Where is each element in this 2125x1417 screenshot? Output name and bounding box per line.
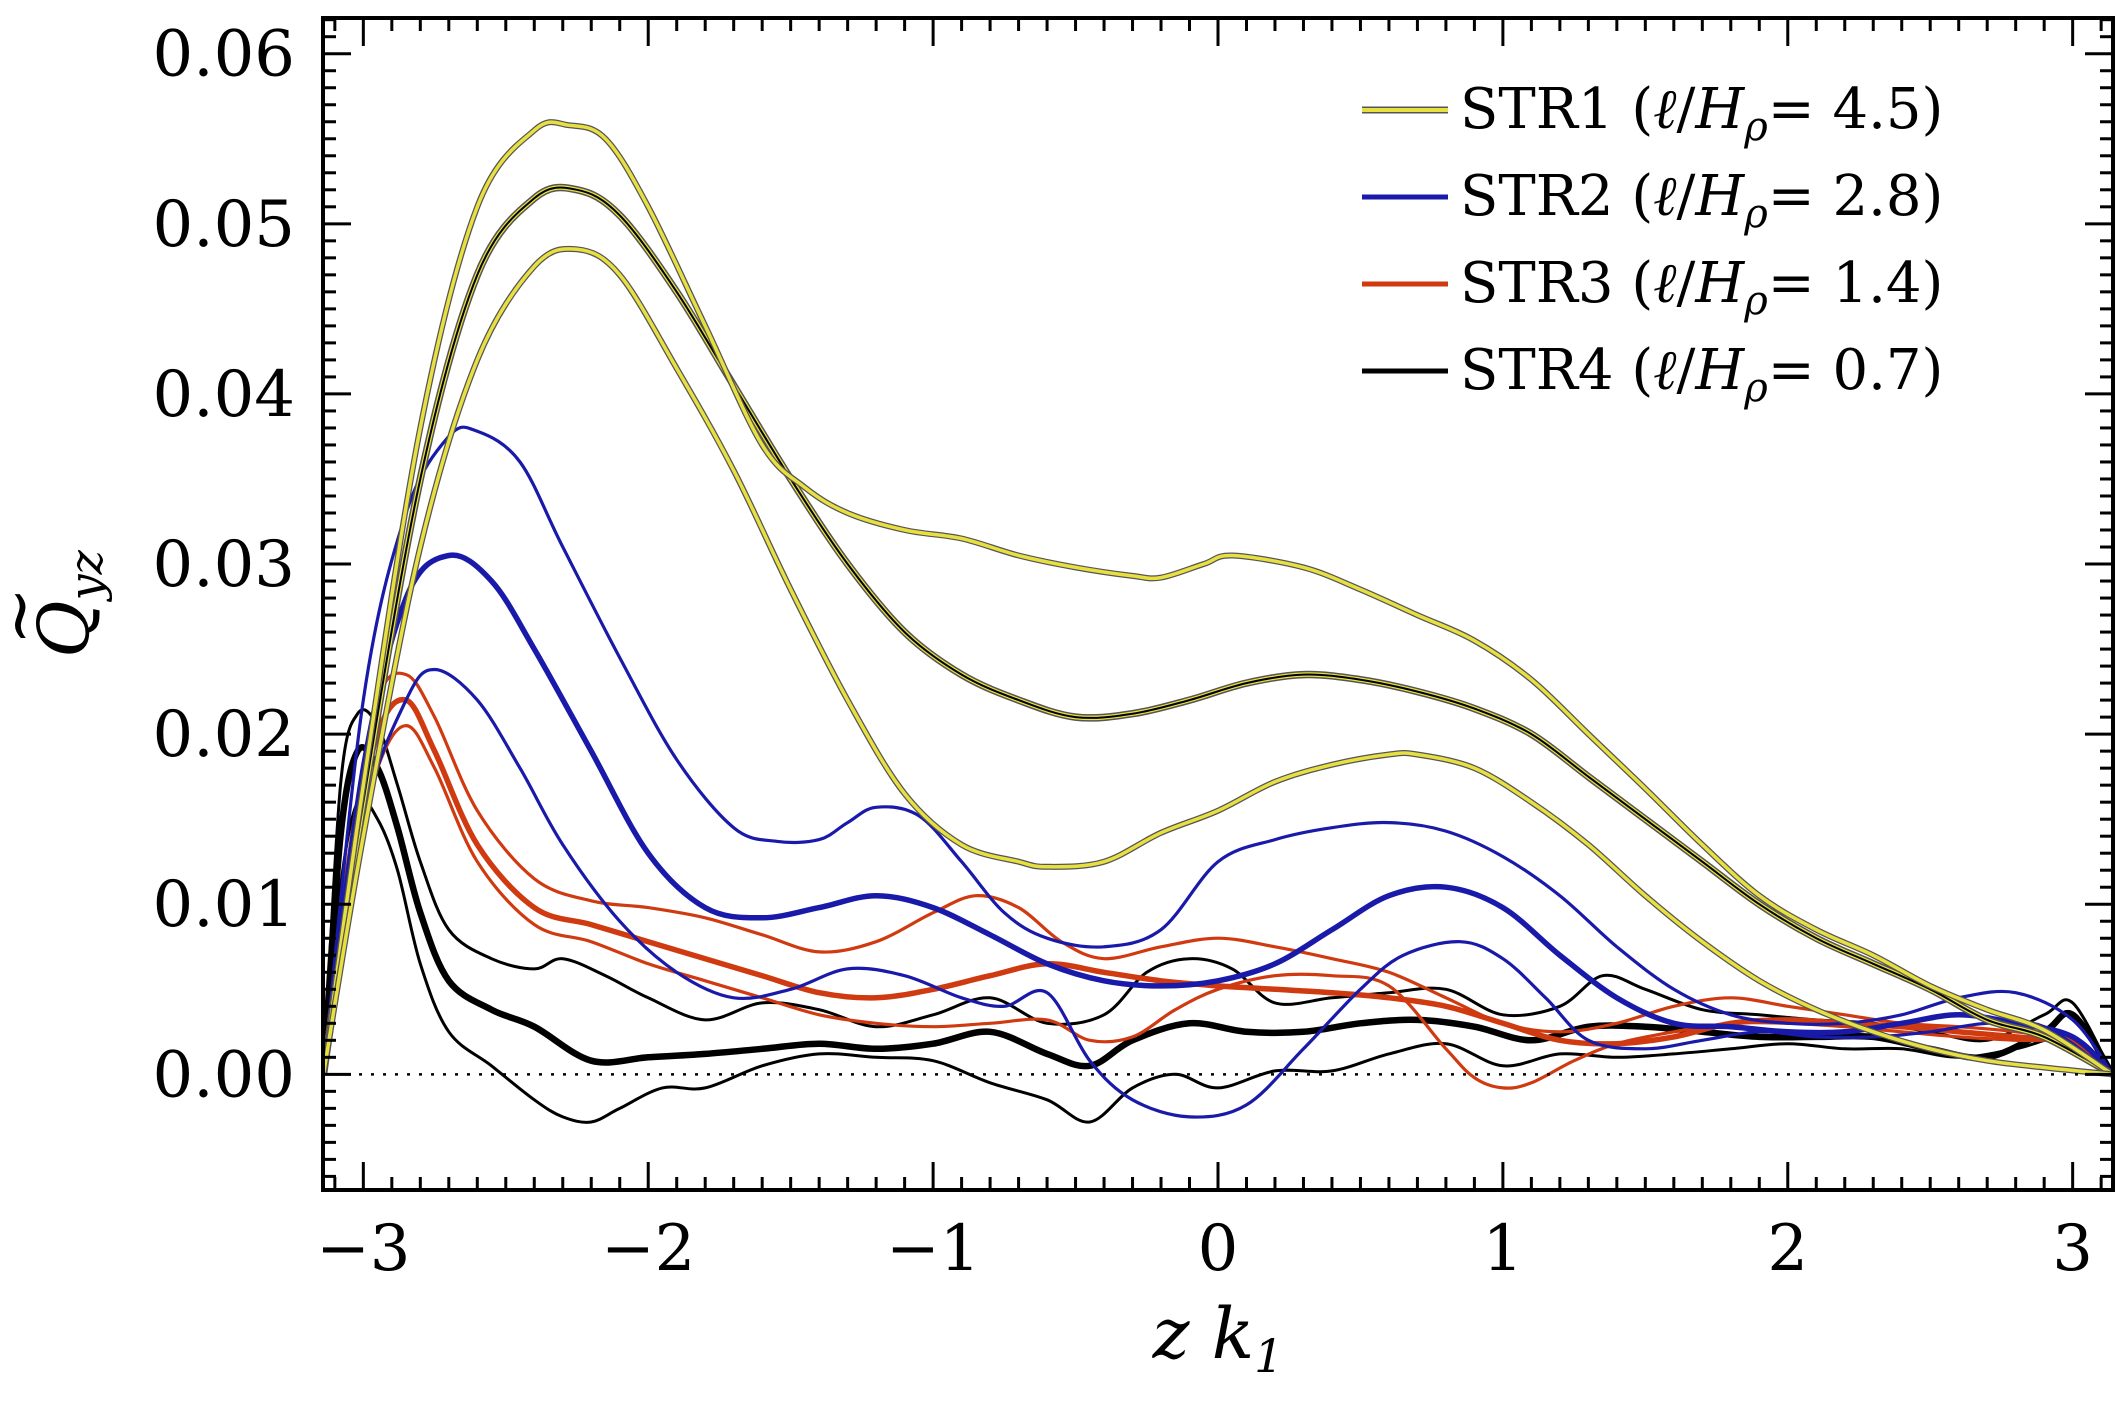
legend-ell: ℓ [1653,338,1677,403]
x-tick-label: 1 [1483,1212,1524,1286]
series-str4-upper [323,708,2113,1076]
legend-equals: = [1768,164,1833,229]
legend-H: H [1694,251,1745,316]
y-tick-label: 0.03 [153,528,296,602]
tick-labels: −3 −2 −1 0 1 2 3 0.00 0.01 0.02 0.03 0.04 0.05 0.06 [153,18,2094,1286]
y-axis-label-accent: ~ [0,587,59,646]
legend-rho: ρ [1743,278,1768,324]
legend-series-name: STR4 [1460,338,1614,403]
y-axis-label-main: Q [23,600,105,657]
legend-paren-close: ) [1922,77,1944,142]
series-str2-upper [323,425,2113,1076]
legend-paren-close: ) [1922,338,1944,403]
legend-value: 4.5 [1832,77,1921,142]
x-tick-label: −1 [886,1212,980,1286]
y-tick-label: 0.02 [153,698,296,772]
legend-paren-close: ) [1922,164,1944,229]
legend-paren-open: ( [1614,77,1654,142]
series-str1-mean-core [323,186,2113,1076]
axis-ticks [323,18,2113,1190]
series-str2-lower [323,667,2113,1119]
legend-value: 2.8 [1832,164,1921,229]
y-tick-label: 0.00 [153,1038,296,1112]
x-axis-label-subscript: 1 [1254,1329,1283,1383]
legend-label: STR1 (ℓ/Hρ= 4.5) [1460,77,1943,150]
x-tick-label: 0 [1198,1212,1239,1286]
legend-value: 0.7 [1832,338,1921,403]
series-str1-lower [323,245,2113,1078]
y-tick-label: 0.04 [153,358,296,432]
legend-entry-str3: STR3 (ℓ/Hρ= 1.4) [1362,251,1943,324]
x-tick-label: 2 [1767,1212,1808,1286]
legend-series-name: STR2 [1460,164,1614,229]
legend-label: STR4 (ℓ/Hρ= 0.7) [1460,338,1943,411]
legend-paren-open: ( [1614,338,1654,403]
legend-rho: ρ [1743,104,1768,150]
legend-equals: = [1768,77,1833,142]
y-tick-label: 0.01 [153,868,296,942]
series-str1-upper [323,119,2113,1077]
series-str3-upper [323,671,2113,1076]
series-str2-upper-line [323,425,2113,1076]
x-tick-label: −2 [601,1212,695,1286]
legend-entry-str2: STR2 (ℓ/Hρ= 2.8) [1362,164,1943,237]
series-str2-lower-line [323,667,2113,1119]
legend-slash: / [1677,164,1696,229]
legend-H: H [1694,338,1745,403]
series-layer [323,119,2113,1124]
series-str3-mean-line [323,696,2113,1077]
series-str1-mean [323,183,2113,1078]
legend-series-name: STR1 [1460,77,1614,142]
legend-slash: / [1677,338,1696,403]
legend-value: 1.4 [1832,251,1921,316]
y-tick-label: 0.06 [153,18,296,92]
legend-series-name: STR3 [1460,251,1614,316]
x-tick-label: −3 [316,1212,410,1286]
legend-equals: = [1768,338,1833,403]
y-axis-label-subscript: yz [59,549,113,602]
series-str4-upper-line [323,708,2113,1076]
series-str4-lower [323,796,2113,1124]
legend-ell: ℓ [1653,164,1677,229]
x-tick-label: 3 [2052,1212,2093,1286]
series-str3-upper-line [323,671,2113,1076]
legend-label: STR2 (ℓ/Hρ= 2.8) [1460,164,1943,237]
legend-paren-open: ( [1614,164,1654,229]
series-str1-upper-line [323,120,2113,1076]
legend-rho: ρ [1743,365,1768,411]
series-str4-lower-line [323,796,2113,1124]
legend-entry-str4: STR4 (ℓ/Hρ= 0.7) [1362,338,1943,411]
legend-H: H [1694,77,1745,142]
legend-equals: = [1768,251,1833,316]
legend-paren-close: ) [1922,251,1944,316]
legend-ell: ℓ [1653,251,1677,316]
y-tick-label: 0.05 [153,188,296,262]
x-axis-label: z k1 [1152,1293,1284,1383]
series-str1-lower-line [323,247,2113,1077]
legend-ell: ℓ [1653,77,1677,142]
legend-entry-str1: STR1 (ℓ/Hρ= 4.5) [1362,77,1943,150]
series-str2-mean [323,552,2113,1077]
legend-H: H [1694,164,1745,229]
series-str2-mean-line [323,552,2113,1077]
legend-label: STR3 (ℓ/Hρ= 1.4) [1460,251,1943,324]
svg-text:Qyz: Qyz [23,549,113,657]
legend-slash: / [1677,251,1696,316]
legend-rho: ρ [1743,191,1768,237]
legend-slash: / [1677,77,1696,142]
x-axis-label-main: z k [1152,1293,1255,1375]
y-axis-label: Qyz ~ [0,549,113,657]
legend: STR1 (ℓ/Hρ= 4.5)STR2 (ℓ/Hρ= 2.8)STR3 (ℓ/… [1362,77,1943,411]
series-str3-mean [323,696,2113,1077]
legend-paren-open: ( [1614,251,1654,316]
